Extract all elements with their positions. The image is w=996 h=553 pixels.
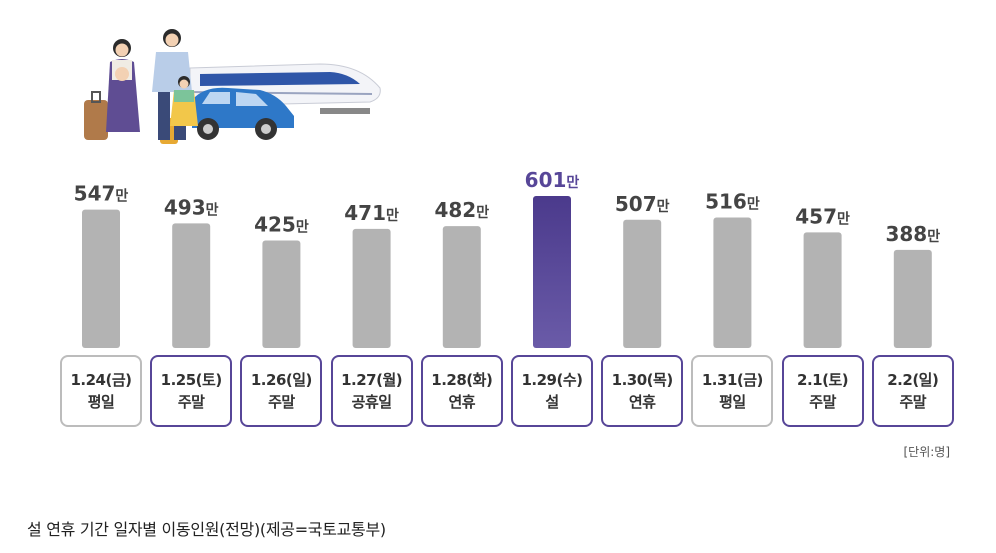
value-label: 388만 [885,222,940,246]
value-label: 471만 [344,201,399,225]
category-label: 1.28(화) [431,371,493,389]
category-box: 1.25(토) 주말 [150,355,233,427]
bar [442,226,481,348]
category-box: 1.24(금) 평일 [60,355,142,427]
category-label: 1.31(금) [701,371,764,389]
category-box: 2.2(일) 주말 [871,355,954,427]
category-label: 1.26(일) [250,371,313,389]
day-type-label: 주말 [899,393,927,411]
day-type-label: 연휴 [628,393,656,411]
day-type-label: 연휴 [448,393,476,411]
category-label: 1.29(수) [521,371,583,389]
suitcase-icon [84,100,108,140]
value-label: 547만 [74,182,129,206]
value-label: 425만 [254,213,309,237]
category-label: 1.25(토) [160,371,223,389]
bar [623,219,662,348]
category-label: 1.27(월) [341,371,403,389]
value-label: 457만 [795,204,850,228]
category-label: 2.2(일) [887,371,939,389]
day-type-label: 평일 [719,393,746,411]
category-box: 1.28(화) 연휴 [420,355,503,427]
day-type-label: 주말 [268,393,295,411]
category-box: 1.27(월) 공휴일 [330,355,413,427]
bar [352,228,391,348]
bar [172,223,211,348]
value-label: 482만 [434,198,489,222]
day-type-label: 공휴일 [351,393,392,411]
bar [893,249,932,348]
day-type-label: 평일 [87,393,115,411]
category-box: 1.29(수) 설 [511,355,593,427]
bar [262,240,301,348]
day-type-label: 주말 [809,393,836,411]
value-label: 493만 [164,195,219,219]
category-box: 1.26(일) 주말 [240,355,323,427]
category-box: 1.31(금) 평일 [691,355,774,427]
bar [533,196,571,348]
value-label: 601만 [525,168,580,192]
category-label: 1.30(목) [611,371,674,389]
category-label: 1.24(금) [70,371,132,389]
day-type-label: 주말 [177,393,205,411]
category-label: 2.1(토) [797,371,849,389]
value-label: 507만 [615,192,670,216]
family-travel-illustration [84,29,381,144]
unit-label: [단위:명] [903,445,950,459]
bar [713,217,752,348]
bar-chart: 547만 493만 425만 471만 482만 601만 507만 516만 457만 388만 [74,168,940,348]
value-label: 516만 [705,189,760,213]
category-box: 1.30(목) 연휴 [601,355,684,427]
chart-caption: 설 연휴 기간 일자별 이동인원(전망)(제공=국토교통부) [27,520,386,539]
bar [82,209,120,348]
day-type-label: 설 [545,393,559,411]
category-box: 2.1(토) 주말 [781,355,864,427]
bar [803,232,842,348]
